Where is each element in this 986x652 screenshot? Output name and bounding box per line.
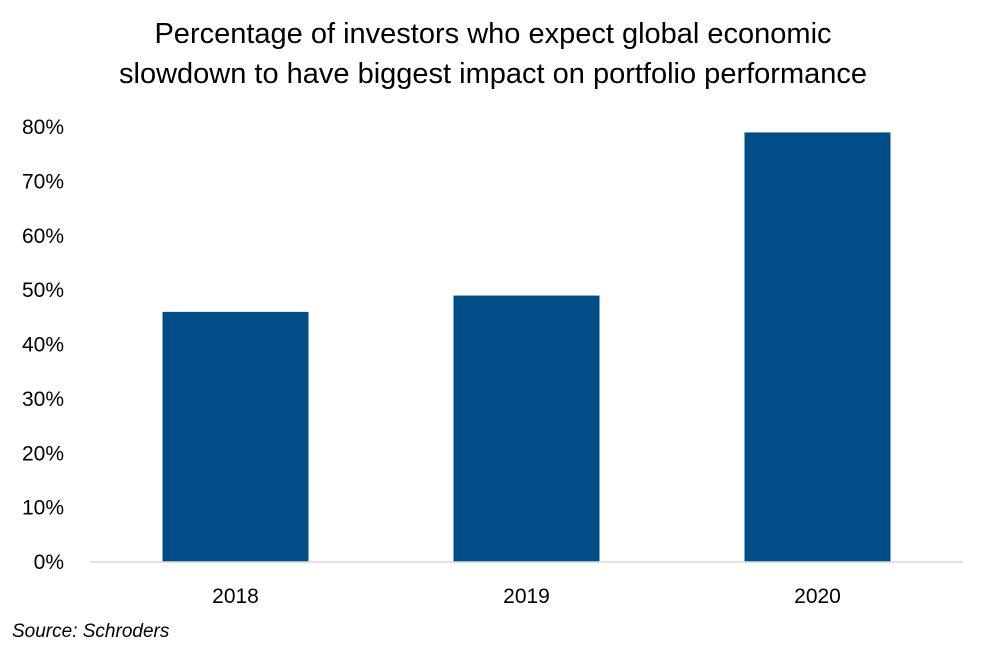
x-tick-label: 2020 — [794, 585, 841, 608]
bar-2020 — [744, 132, 891, 562]
bar-2018 — [162, 311, 309, 562]
chart-title-line-2: slowdown to have biggest impact on portf… — [119, 58, 867, 90]
x-tick-label: 2018 — [212, 585, 259, 608]
y-tick-label: 50% — [22, 279, 64, 302]
y-tick-label: 40% — [22, 334, 64, 357]
y-tick-label: 70% — [22, 170, 64, 193]
source-note: Source: Schroders — [12, 621, 170, 642]
bar-2019 — [453, 295, 600, 562]
y-tick-label: 30% — [22, 388, 64, 411]
y-tick-label: 20% — [22, 442, 64, 465]
y-tick-label: 60% — [22, 225, 64, 248]
chart-title-line-1: Percentage of investors who expect globa… — [154, 18, 832, 50]
y-tick-label: 10% — [22, 497, 64, 520]
x-tick-label: 2019 — [503, 585, 550, 608]
chart-title: Percentage of investors who expect globa… — [0, 14, 986, 94]
y-tick-label: 0% — [34, 551, 64, 574]
y-tick-label: 80% — [22, 116, 64, 139]
